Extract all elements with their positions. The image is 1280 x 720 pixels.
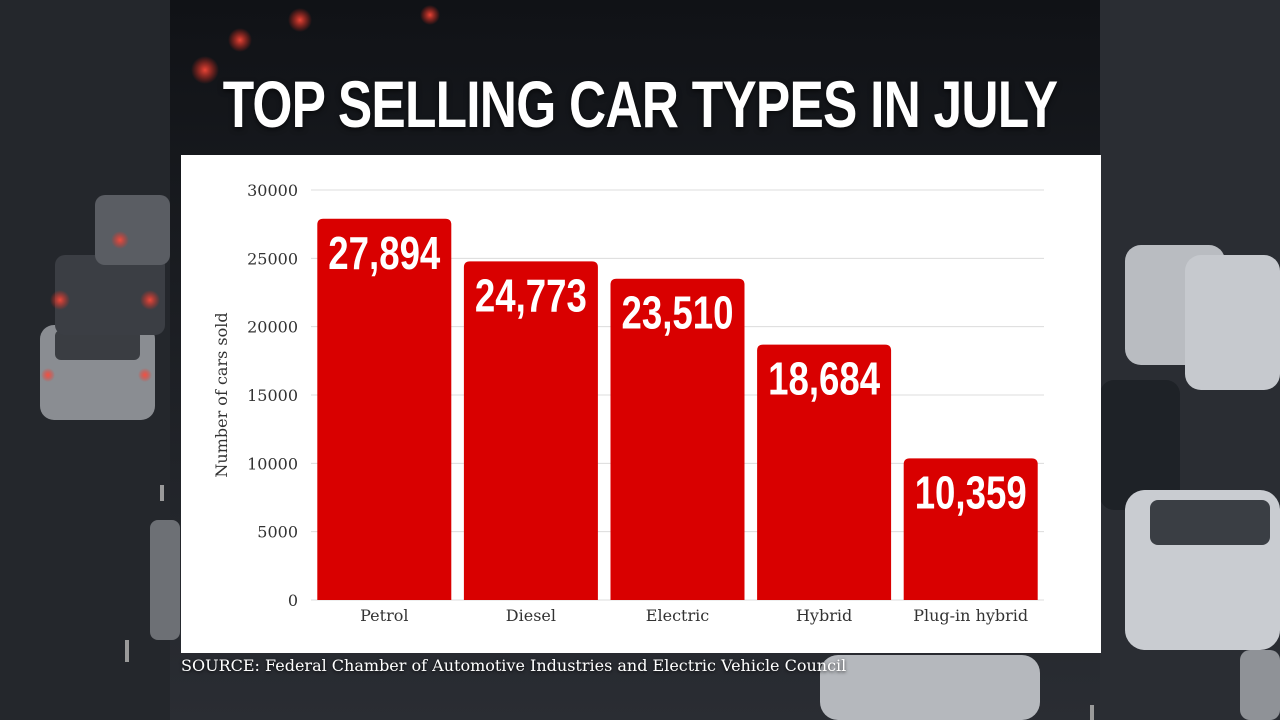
- page-title: TOP SELLING CAR TYPES IN JULY: [222, 67, 1058, 141]
- y-tick-label: 20000: [247, 318, 298, 337]
- bar: [903, 458, 1038, 600]
- bar: [610, 278, 745, 600]
- y-tick-label: 15000: [247, 386, 298, 405]
- bar-value-label: 27,894: [328, 227, 440, 279]
- bar: [757, 344, 892, 600]
- x-tick-label: Diesel: [506, 606, 556, 625]
- y-tick-label: 10000: [247, 454, 298, 473]
- bar-value-label: 18,684: [768, 353, 880, 405]
- y-tick-label: 5000: [257, 523, 298, 542]
- x-tick-label: Electric: [646, 606, 709, 625]
- y-tick-label: 25000: [247, 249, 298, 268]
- y-axis-label: Number of cars sold: [212, 312, 231, 477]
- source-note: SOURCE: Federal Chamber of Automotive In…: [181, 656, 847, 675]
- y-tick-label: 0: [288, 591, 298, 610]
- y-tick-label: 30000: [247, 181, 298, 200]
- bar-value-label: 23,510: [622, 287, 734, 339]
- x-tick-label: Hybrid: [796, 606, 852, 625]
- chart-card: 0 5000 10000 15000 20000 25000 30000 Number of …: [181, 155, 1101, 653]
- bar-value-label: 24,773: [475, 269, 587, 321]
- bar-value-label: 10,359: [915, 466, 1027, 518]
- bar: [317, 218, 452, 601]
- x-tick-label: Petrol: [360, 606, 408, 625]
- x-tick-label: Plug-in hybrid: [913, 606, 1028, 625]
- bar-chart: 0 5000 10000 15000 20000 25000 30000 Number of …: [212, 181, 1044, 625]
- bar: [463, 261, 598, 600]
